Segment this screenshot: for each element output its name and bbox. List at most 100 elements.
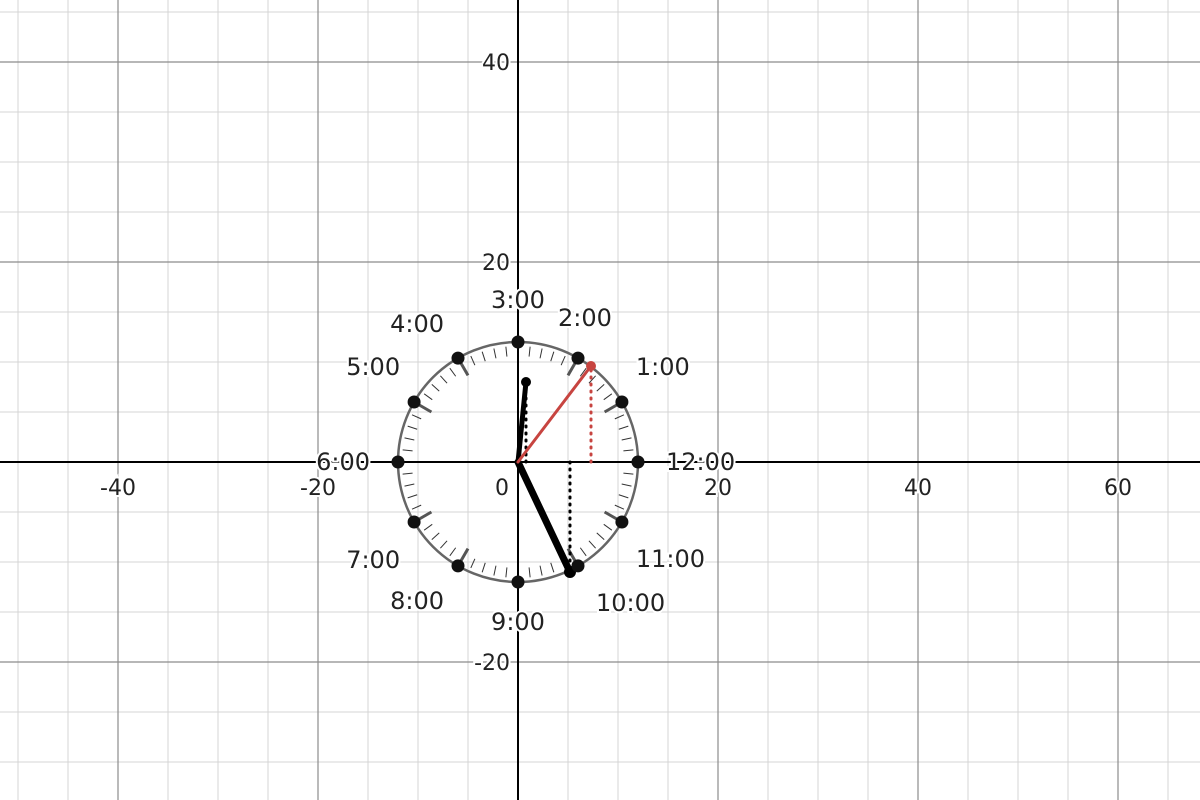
minute-tick-mark	[423, 523, 433, 531]
minute-tick-mark	[603, 393, 613, 401]
hour-point	[571, 351, 585, 365]
hour-point	[391, 455, 405, 469]
hour-label: 10:00	[596, 589, 665, 617]
hour-label: 1:00	[636, 353, 690, 381]
hour-label: 8:00	[390, 587, 444, 615]
minute-tick-mark	[588, 375, 596, 384]
minute-tick-mark	[411, 414, 422, 420]
x-tick-label: -20	[300, 476, 336, 501]
minute-tick-mark	[404, 483, 415, 487]
y-tick-label: -20	[474, 651, 510, 676]
major-tick-mark	[603, 510, 620, 522]
hour-point	[407, 515, 421, 529]
minute-tick-mark	[431, 384, 440, 392]
minute-tick-mark	[493, 565, 497, 576]
minute-tick-mark	[431, 532, 440, 540]
minute-tick-mark	[618, 494, 629, 499]
clock-hand	[515, 379, 529, 465]
minute-tick-mark	[614, 414, 625, 420]
hour-point	[407, 395, 421, 409]
major-tick-mark	[458, 360, 470, 377]
hour-label: 7:00	[346, 546, 400, 574]
minute-tick-mark	[614, 504, 625, 510]
hour-point	[451, 559, 465, 573]
minute-tick-mark	[407, 425, 418, 430]
minute-tick-mark	[579, 547, 587, 557]
hour-label: 9:00	[491, 608, 545, 636]
minute-tick-mark	[539, 348, 543, 359]
minute-tick-mark	[550, 351, 555, 362]
minute-tick-mark	[623, 449, 634, 452]
hour-labels: 12:00 1:00 2:00 3:00 4:00 5:00 6:00 7:00 8:00 9:0…	[314, 284, 737, 638]
y-tick-label: 40	[482, 51, 510, 76]
minute-tick-mark	[423, 393, 433, 401]
minute-tick-mark	[407, 494, 418, 499]
minute-tick-mark	[402, 472, 413, 475]
minute-tick-mark	[404, 437, 415, 441]
minute-tick-mark	[505, 346, 508, 357]
minute-tick-mark	[449, 367, 457, 377]
hour-points	[391, 335, 645, 589]
hour-point	[631, 455, 645, 469]
origin-label: 0	[495, 476, 509, 501]
minute-tick-mark	[449, 547, 457, 557]
x-tick-label: 60	[1104, 476, 1132, 501]
hour-point	[511, 575, 525, 589]
minute-tick-mark	[470, 558, 476, 569]
hour-point	[615, 515, 629, 529]
hand-tip-point	[521, 377, 531, 387]
minute-tick-mark	[481, 351, 486, 362]
minute-tick-mark	[440, 375, 448, 384]
major-tick-mark	[416, 510, 433, 522]
minute-tick-mark	[621, 437, 632, 441]
minute-tick-mark	[596, 532, 605, 540]
minute-tick-mark	[621, 483, 632, 487]
x-tick-label: 40	[904, 476, 932, 501]
minute-tick-mark	[411, 504, 422, 510]
hour-label: 2:00	[558, 304, 612, 332]
minute-tick-mark	[470, 355, 476, 366]
minute-tick-mark	[588, 540, 596, 549]
hour-label: 4:00	[390, 310, 444, 338]
hour-label: 6:00	[316, 448, 370, 476]
hour-point	[571, 559, 585, 573]
hour-label: 3:00	[491, 286, 545, 314]
major-tick-mark	[458, 547, 470, 564]
minute-tick-mark	[493, 348, 497, 359]
minute-tick-mark	[481, 562, 486, 573]
minute-tick-mark	[440, 540, 448, 549]
major-tick-mark	[416, 402, 433, 414]
hand-tip-point	[586, 361, 596, 371]
clock-hand	[514, 458, 574, 576]
tick-labels: -40 -20 0 20 40 60 20 40 -20	[98, 49, 1134, 678]
minute-tick-mark	[528, 567, 531, 578]
hour-label: 5:00	[346, 353, 400, 381]
y-tick-label: 20	[482, 251, 510, 276]
minute-tick-mark	[603, 523, 613, 531]
major-tick-mark	[566, 360, 578, 377]
clock-hands	[514, 361, 596, 578]
major-tick-mark	[566, 547, 578, 564]
projection-lines	[524, 364, 593, 574]
minute-tick-mark	[579, 367, 587, 377]
x-tick-label: 20	[704, 476, 732, 501]
hour-point	[451, 351, 465, 365]
minute-tick-mark	[596, 384, 605, 392]
hour-label: 12:00	[666, 448, 735, 476]
hour-point	[511, 335, 525, 349]
minute-tick-mark	[402, 449, 413, 452]
minute-tick-mark	[550, 562, 555, 573]
clock-hand	[516, 364, 593, 464]
hour-label: 11:00	[636, 545, 705, 573]
hour-point	[615, 395, 629, 409]
minute-tick-mark	[560, 355, 566, 366]
major-tick-mark	[603, 402, 620, 414]
minute-tick-mark	[528, 346, 531, 357]
minute-tick-mark	[505, 567, 508, 578]
x-tick-label: -40	[100, 476, 136, 501]
minute-tick-mark	[618, 425, 629, 430]
